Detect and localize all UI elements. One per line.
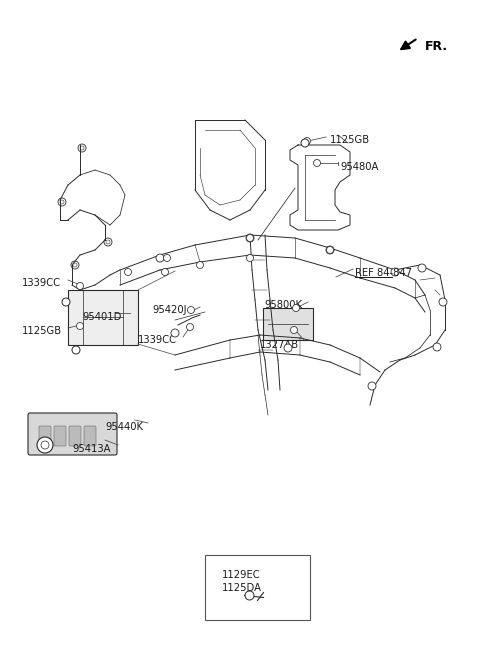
FancyBboxPatch shape [54, 426, 66, 446]
Text: 1125DA: 1125DA [222, 583, 262, 593]
Circle shape [76, 322, 84, 329]
FancyBboxPatch shape [69, 426, 81, 446]
Text: 1125GB: 1125GB [330, 135, 370, 145]
Text: 95800K: 95800K [264, 300, 302, 310]
Circle shape [418, 264, 426, 272]
Circle shape [301, 139, 309, 147]
Circle shape [76, 282, 84, 290]
Text: 1339CC: 1339CC [22, 278, 61, 288]
Circle shape [326, 246, 334, 254]
Text: 1129EC: 1129EC [222, 570, 261, 580]
Circle shape [433, 343, 441, 351]
Circle shape [439, 298, 447, 306]
Circle shape [247, 255, 253, 261]
Text: 1327AB: 1327AB [260, 340, 299, 350]
Circle shape [62, 298, 70, 306]
Circle shape [164, 255, 170, 261]
Text: 95480A: 95480A [340, 162, 378, 172]
Bar [263, 308, 313, 340]
Circle shape [72, 346, 80, 354]
Circle shape [196, 261, 204, 269]
Circle shape [156, 254, 164, 262]
FancyBboxPatch shape [39, 426, 51, 446]
Text: REF 84-847: REF 84-847 [355, 268, 412, 278]
Circle shape [161, 269, 168, 276]
Circle shape [391, 268, 399, 276]
Text: FR.: FR. [425, 40, 448, 53]
Circle shape [368, 382, 376, 390]
Circle shape [187, 324, 193, 331]
Circle shape [247, 234, 253, 242]
Circle shape [171, 329, 179, 337]
Text: 1125GB: 1125GB [22, 326, 62, 336]
Circle shape [290, 326, 298, 333]
Text: 95440K: 95440K [105, 422, 143, 432]
Circle shape [245, 591, 254, 600]
Circle shape [284, 344, 292, 352]
Text: 95401D: 95401D [82, 312, 121, 322]
FancyBboxPatch shape [28, 413, 117, 455]
Bar [68, 290, 138, 345]
Circle shape [303, 138, 311, 145]
Circle shape [326, 246, 334, 253]
Text: 95420J: 95420J [152, 305, 187, 315]
Text: 95413A: 95413A [72, 444, 110, 454]
Circle shape [37, 437, 53, 453]
Circle shape [41, 441, 49, 449]
Circle shape [188, 307, 194, 314]
Circle shape [124, 269, 132, 276]
Circle shape [313, 160, 321, 166]
Circle shape [246, 234, 254, 242]
Circle shape [292, 305, 300, 312]
FancyBboxPatch shape [84, 426, 96, 446]
Text: 1339CC: 1339CC [138, 335, 177, 345]
Bar [205, 555, 310, 620]
